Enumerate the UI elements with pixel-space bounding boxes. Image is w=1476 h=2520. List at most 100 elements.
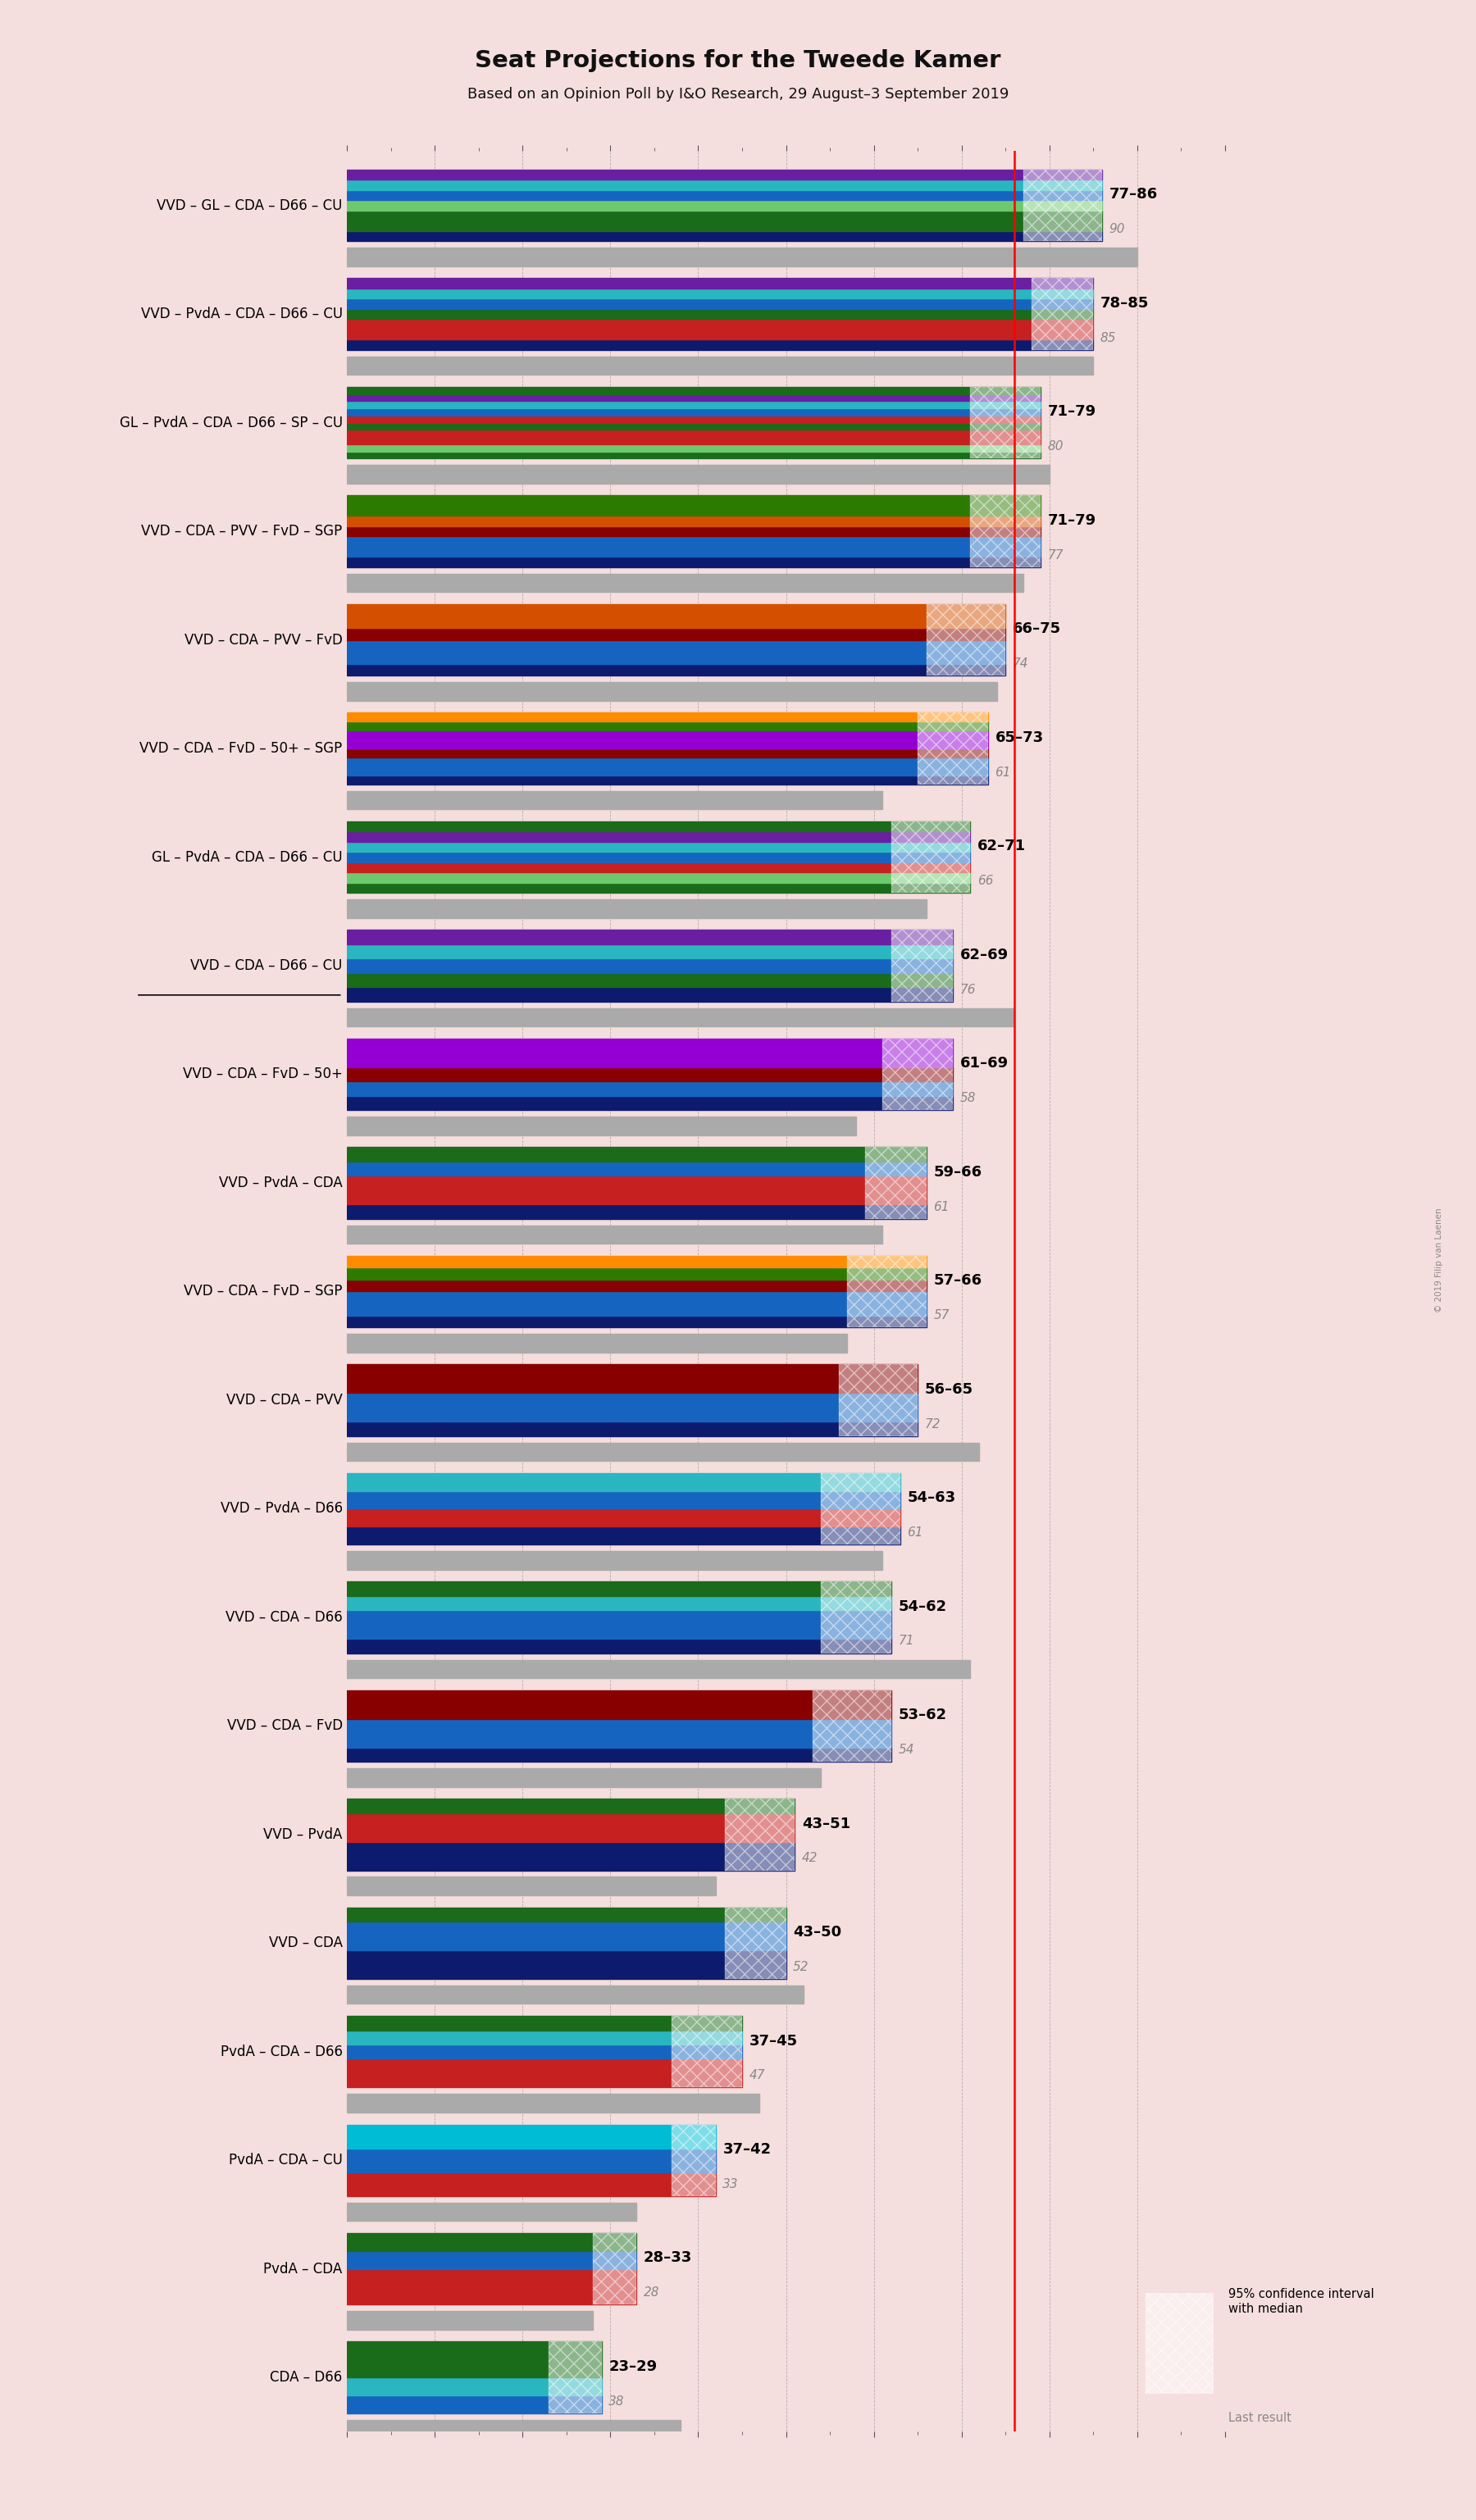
Text: 42: 42: [801, 1852, 818, 1865]
Bar: [347, 1812, 794, 1827]
Bar: [347, 2094, 760, 2112]
Bar: [347, 340, 1094, 350]
Text: VVD – CDA – FvD: VVD – CDA – FvD: [227, 1719, 342, 1734]
Bar: [918, 713, 987, 784]
Bar: [347, 1877, 716, 1895]
Bar: [347, 416, 1041, 423]
Bar: [347, 1509, 900, 1527]
Bar: [347, 988, 953, 1000]
Text: PvdA – CDA: PvdA – CDA: [264, 2260, 342, 2276]
Text: VVD – GL – CDA – D66 – CU: VVD – GL – CDA – D66 – CU: [156, 199, 342, 212]
Bar: [347, 557, 1041, 567]
Text: PvdA – CDA – D66: PvdA – CDA – D66: [220, 2044, 342, 2059]
Bar: [347, 2172, 716, 2185]
Bar: [347, 2044, 742, 2059]
Text: 61–69: 61–69: [959, 1056, 1008, 1071]
Text: 54–62: 54–62: [899, 1600, 948, 1613]
Text: 72: 72: [925, 1419, 940, 1431]
Text: VVD – PvdA – D66: VVD – PvdA – D66: [220, 1502, 342, 1517]
Bar: [347, 1923, 785, 1935]
Bar: [347, 1177, 927, 1189]
Text: 71: 71: [899, 1635, 914, 1648]
Bar: [347, 1303, 927, 1315]
Bar: [347, 2250, 636, 2268]
Bar: [347, 1116, 856, 1134]
Text: 76: 76: [959, 983, 976, 995]
Text: VVD – PvdA: VVD – PvdA: [263, 1827, 342, 1842]
Text: VVD – CDA – D66: VVD – CDA – D66: [226, 1610, 342, 1625]
Bar: [347, 1595, 892, 1610]
Bar: [347, 330, 1094, 340]
Bar: [725, 1799, 794, 1870]
Bar: [347, 1734, 892, 1746]
Bar: [347, 517, 1041, 527]
Bar: [347, 1225, 883, 1245]
Bar: [347, 2233, 636, 2250]
Text: 38: 38: [608, 2394, 624, 2407]
Bar: [347, 766, 987, 776]
Bar: [347, 1661, 970, 1678]
Bar: [347, 408, 1041, 416]
Bar: [347, 2031, 742, 2044]
Bar: [970, 388, 1041, 459]
Bar: [347, 287, 1094, 300]
Bar: [347, 1333, 847, 1353]
Text: GL – PvdA – CDA – D66 – SP – CU: GL – PvdA – CDA – D66 – SP – CU: [120, 416, 342, 431]
Bar: [347, 2341, 602, 2359]
Text: 52: 52: [793, 1961, 809, 1973]
Text: 71–79: 71–79: [1048, 406, 1097, 418]
Bar: [347, 862, 970, 872]
Text: 53–62: 53–62: [899, 1709, 948, 1721]
Text: Based on an Opinion Poll by I&O Research, 29 August–3 September 2019: Based on an Opinion Poll by I&O Research…: [468, 86, 1008, 101]
Bar: [347, 575, 1023, 592]
Bar: [347, 872, 970, 882]
Bar: [347, 547, 1041, 557]
Bar: [347, 2419, 680, 2439]
Bar: [1032, 277, 1094, 350]
Text: VVD – CDA – PVV – FvD: VVD – CDA – PVV – FvD: [184, 633, 342, 648]
Bar: [347, 300, 1094, 310]
Bar: [347, 1583, 892, 1595]
Bar: [347, 1008, 1014, 1026]
Bar: [347, 2124, 716, 2137]
Bar: [347, 738, 987, 748]
Text: 78–85: 78–85: [1101, 295, 1148, 310]
Text: 28: 28: [644, 2286, 660, 2298]
Bar: [347, 2185, 716, 2195]
Text: 54: 54: [899, 1744, 914, 1756]
Bar: [347, 1378, 918, 1394]
Text: Last result: Last result: [1228, 2412, 1292, 2424]
Bar: [347, 1363, 918, 1378]
Bar: [347, 232, 1103, 242]
Bar: [347, 444, 1041, 451]
Bar: [347, 212, 1103, 222]
Bar: [347, 1799, 794, 1812]
Bar: [347, 1492, 900, 1509]
Bar: [347, 496, 1041, 507]
Bar: [1023, 169, 1103, 242]
Bar: [347, 1421, 918, 1436]
Bar: [347, 401, 1041, 408]
Bar: [347, 2074, 742, 2087]
Text: 43–50: 43–50: [793, 1925, 841, 1940]
Text: 66–75: 66–75: [1013, 622, 1061, 638]
Bar: [347, 627, 1005, 640]
Bar: [347, 1290, 927, 1303]
Bar: [347, 973, 953, 988]
Bar: [347, 1842, 794, 1857]
Text: 90: 90: [1108, 224, 1125, 234]
Bar: [347, 605, 1005, 615]
Bar: [347, 2059, 742, 2074]
Bar: [347, 1769, 821, 1787]
Bar: [347, 1908, 785, 1923]
Bar: [347, 310, 1094, 320]
Bar: [347, 615, 1005, 627]
Text: 37–42: 37–42: [723, 2142, 772, 2157]
Bar: [347, 1081, 953, 1096]
Bar: [347, 2160, 716, 2172]
Bar: [347, 2286, 636, 2306]
Bar: [892, 930, 953, 1000]
Text: VVD – PvdA – CDA – D66 – CU: VVD – PvdA – CDA – D66 – CU: [140, 307, 342, 323]
Bar: [347, 1406, 918, 1421]
Text: 71–79: 71–79: [1048, 514, 1097, 527]
